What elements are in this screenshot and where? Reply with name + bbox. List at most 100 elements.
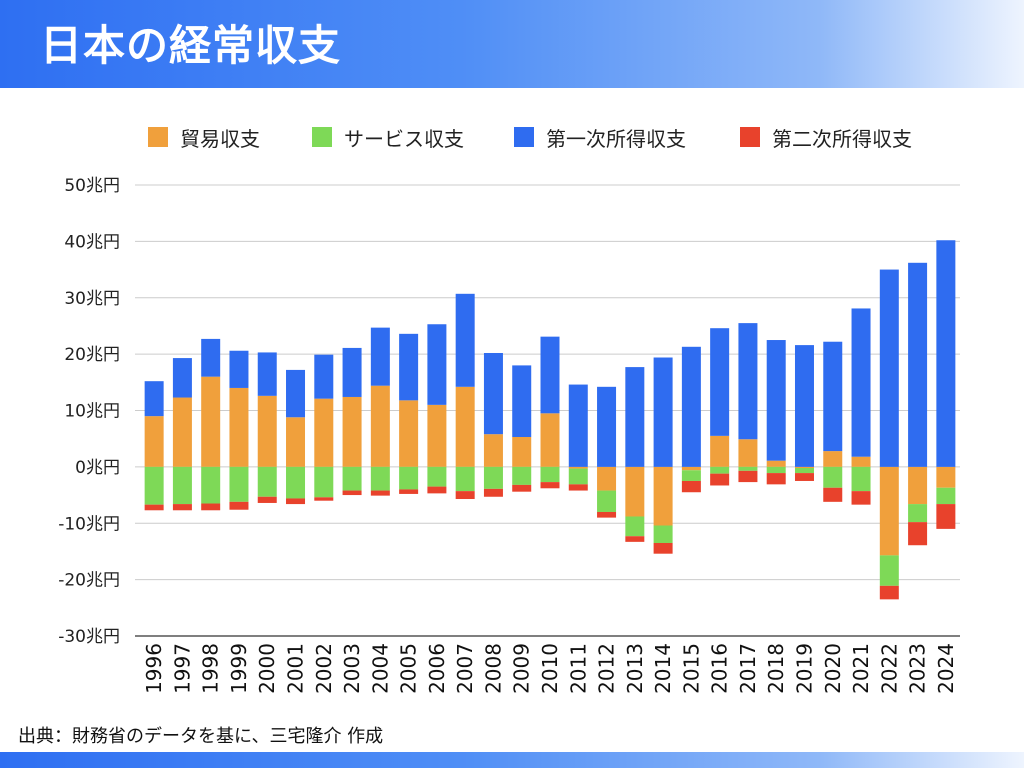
bar-segment-trade xyxy=(653,466,673,526)
bar-segment-services xyxy=(568,468,588,485)
legend-label-trade: 貿易収支 xyxy=(180,126,260,151)
x-tick-label: 2022 xyxy=(877,643,901,694)
bar-segment-secondary-income xyxy=(540,482,560,489)
bar-segment-secondary-income xyxy=(710,473,730,486)
bar-segment-trade xyxy=(172,397,192,467)
y-tick-label: 20兆円 xyxy=(64,345,120,365)
legend-item-services: サービス収支 xyxy=(312,122,464,152)
bar-segment-primary-income xyxy=(229,350,249,388)
x-tick-label: 2005 xyxy=(397,643,421,694)
bar-segment-trade xyxy=(399,400,419,467)
x-tick-label: 2012 xyxy=(595,643,619,694)
bar-segment-secondary-income xyxy=(144,504,164,511)
bar-segment-secondary-income xyxy=(399,489,419,494)
x-tick-label: 1996 xyxy=(142,643,166,694)
y-tick-label: 50兆円 xyxy=(64,176,120,196)
x-tick-label: 2023 xyxy=(906,643,930,694)
bar-segment-secondary-income xyxy=(597,511,617,518)
bar-segment-primary-income xyxy=(399,333,419,401)
bar-segment-trade xyxy=(512,436,532,467)
bar-segment-services xyxy=(314,466,334,498)
bar-segment-secondary-income xyxy=(201,503,221,511)
bar-segment-primary-income xyxy=(681,346,701,467)
x-tick-label: 2011 xyxy=(566,643,590,694)
y-tick-label: 40兆円 xyxy=(64,232,120,252)
bar-segment-services xyxy=(597,490,617,512)
bar-segment-secondary-income xyxy=(936,504,956,529)
x-tick-label: 2009 xyxy=(510,643,534,694)
bar-segment-trade xyxy=(568,466,588,469)
x-tick-label: 2016 xyxy=(708,643,732,694)
y-tick-label: -30兆円 xyxy=(58,627,120,647)
bar-segment-services xyxy=(653,525,673,543)
x-tick-label: 2006 xyxy=(425,643,449,694)
bar-segment-secondary-income xyxy=(286,498,306,505)
bar-segment-services xyxy=(483,466,503,489)
bar-segment-trade xyxy=(681,466,701,471)
bar-segment-primary-income xyxy=(455,293,475,387)
bar-segment-trade xyxy=(540,413,560,467)
bar-segment-trade xyxy=(427,404,447,467)
footer-bar xyxy=(0,752,1024,768)
legend-item-primary-income: 第一次所得収支 xyxy=(514,122,686,152)
bar-segment-primary-income xyxy=(370,327,390,386)
bar-segment-primary-income xyxy=(908,262,928,467)
x-tick-label: 2002 xyxy=(312,643,336,694)
bar-segment-services xyxy=(851,466,871,492)
bar-segment-services xyxy=(257,466,277,497)
bar-segment-primary-income xyxy=(144,381,164,417)
x-tick-label: 2014 xyxy=(651,643,675,694)
bar-segment-secondary-income xyxy=(794,473,814,481)
bar-segment-services xyxy=(738,466,758,471)
bar-segment-secondary-income xyxy=(766,473,786,485)
bar-segment-secondary-income xyxy=(851,491,871,505)
bar-segment-services xyxy=(144,466,164,505)
bar-segment-services xyxy=(823,466,843,488)
bar-segment-secondary-income xyxy=(342,490,362,496)
x-tick-label: 2004 xyxy=(368,643,392,694)
x-tick-label: 2024 xyxy=(934,643,958,694)
y-tick-label: 10兆円 xyxy=(64,402,120,422)
bar-segment-primary-income xyxy=(936,240,956,467)
y-tick-label: -20兆円 xyxy=(58,571,120,591)
bar-segment-secondary-income xyxy=(483,488,503,497)
x-tick-label: 2020 xyxy=(821,643,845,694)
bar-segment-services xyxy=(766,466,786,474)
chart-legend: 貿易収支 サービス収支 第一次所得収支 第二次所得収支 xyxy=(0,122,1024,152)
legend-swatch-trade xyxy=(148,127,168,147)
bar-segment-services xyxy=(879,555,899,586)
bar-segment-secondary-income xyxy=(653,542,673,554)
bar-segment-trade xyxy=(738,439,758,467)
x-tick-label: 1998 xyxy=(199,643,223,694)
legend-label-services: サービス収支 xyxy=(344,126,464,151)
bar-segment-services xyxy=(710,466,730,474)
bar-segment-trade xyxy=(483,434,503,467)
source-note: 出典：財務省のデータを基に、三宅隆介 作成 xyxy=(18,726,384,747)
bar-segment-primary-income xyxy=(653,357,673,467)
page-title: 日本の経常収支 xyxy=(40,21,342,70)
bar-segment-primary-income xyxy=(314,354,334,399)
legend-label-primary-income: 第一次所得収支 xyxy=(546,126,686,151)
bar-segment-trade xyxy=(625,466,645,517)
x-tick-label: 2021 xyxy=(849,643,873,694)
bar-segment-secondary-income xyxy=(229,501,249,510)
bar-segment-trade xyxy=(201,376,221,467)
legend-swatch-services xyxy=(312,127,332,147)
bar-segment-services xyxy=(794,468,814,474)
bar-segment-trade xyxy=(455,386,475,467)
bar-segment-trade xyxy=(370,385,390,467)
bar-segment-services xyxy=(625,516,645,537)
bar-segment-services xyxy=(681,470,701,481)
x-tick-label: 2017 xyxy=(736,643,760,694)
legend-label-secondary-income: 第二次所得収支 xyxy=(772,126,912,151)
bar-segment-trade xyxy=(851,456,871,467)
bar-segment-secondary-income xyxy=(370,490,390,496)
bar-segment-trade xyxy=(794,466,814,469)
legend-item-secondary-income: 第二次所得収支 xyxy=(740,122,912,152)
legend-swatch-primary-income xyxy=(514,127,534,147)
legend-item-trade: 貿易収支 xyxy=(148,122,260,152)
bar-segment-primary-income xyxy=(710,328,730,436)
x-tick-label: 1999 xyxy=(227,643,251,694)
bar-segment-primary-income xyxy=(172,358,192,398)
bar-segment-services xyxy=(427,466,447,487)
